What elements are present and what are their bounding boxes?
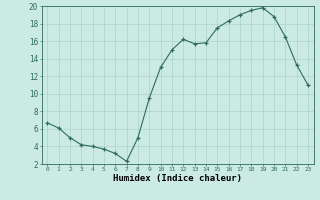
- X-axis label: Humidex (Indice chaleur): Humidex (Indice chaleur): [113, 174, 242, 183]
